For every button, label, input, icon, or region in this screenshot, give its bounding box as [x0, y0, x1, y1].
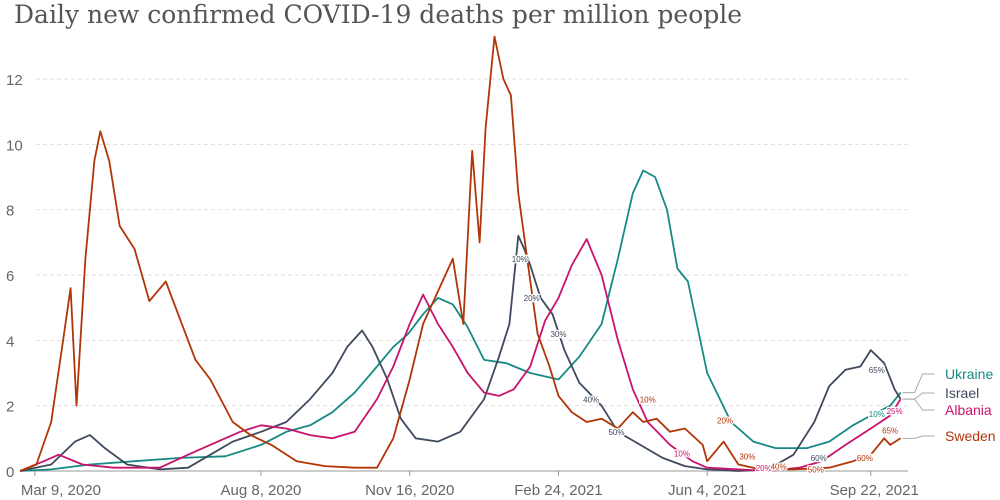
- annotation-israel: 30%: [550, 330, 566, 339]
- annotation-israel: 65%: [869, 366, 885, 375]
- series-connector-ukraine: [902, 373, 935, 394]
- annotation-albania: 10%: [674, 449, 690, 458]
- annotation-israel: 20%: [524, 294, 540, 303]
- y-tick-label: 0: [6, 464, 14, 481]
- annotation-sweden: 20%: [717, 417, 733, 426]
- annotation-sweden: 30%: [739, 453, 755, 462]
- annotation-sweden: 10%: [640, 395, 656, 404]
- annotation-sweden: 50%: [808, 466, 824, 475]
- annotation-israel: 50%: [608, 428, 624, 437]
- annotation-israel: 60%: [811, 454, 827, 463]
- series-line-sweden: [19, 35, 902, 472]
- y-tick-label: 8: [6, 203, 14, 220]
- annotation-sweden: 65%: [882, 426, 898, 435]
- x-tick-label: Mar 9, 2020: [21, 482, 101, 499]
- y-tick-label: 6: [6, 268, 14, 285]
- y-tick-label: 2: [6, 399, 14, 416]
- series-line-israel: [19, 234, 902, 472]
- series-connector-sweden: [902, 435, 935, 439]
- y-tick-label: 4: [6, 333, 14, 350]
- series-label-albania: Albania: [945, 402, 992, 418]
- series-connector-albania: [902, 398, 935, 411]
- series-label-sweden: Sweden: [945, 428, 996, 444]
- x-tick-label: Sep 22, 2021: [830, 482, 919, 499]
- annotation-sweden: 40%: [771, 462, 787, 471]
- y-tick-label: 10: [6, 137, 23, 154]
- series-line-ukraine: [19, 169, 902, 472]
- y-tick-label: 12: [6, 72, 23, 89]
- series-connector-israel: [902, 392, 935, 400]
- annotation-ukraine: 10%: [869, 410, 885, 419]
- annotation-albania: 25%: [887, 407, 903, 416]
- annotation-israel: 10%: [512, 255, 528, 264]
- series-line-albania: [19, 238, 902, 472]
- x-tick-label: Jun 4, 2021: [668, 482, 746, 499]
- series-label-israel: Israel: [945, 385, 979, 401]
- x-tick-label: Feb 24, 2021: [514, 482, 602, 499]
- annotation-israel: 40%: [583, 395, 599, 404]
- x-tick-label: Nov 16, 2020: [365, 482, 454, 499]
- annotation-albania: 20%: [756, 464, 772, 473]
- series-label-ukraine: Ukraine: [945, 366, 993, 382]
- chart-title: Daily new confirmed COVID-19 deaths per …: [14, 0, 743, 29]
- x-tick-label: Aug 8, 2020: [221, 482, 302, 499]
- annotation-sweden: 60%: [857, 454, 873, 463]
